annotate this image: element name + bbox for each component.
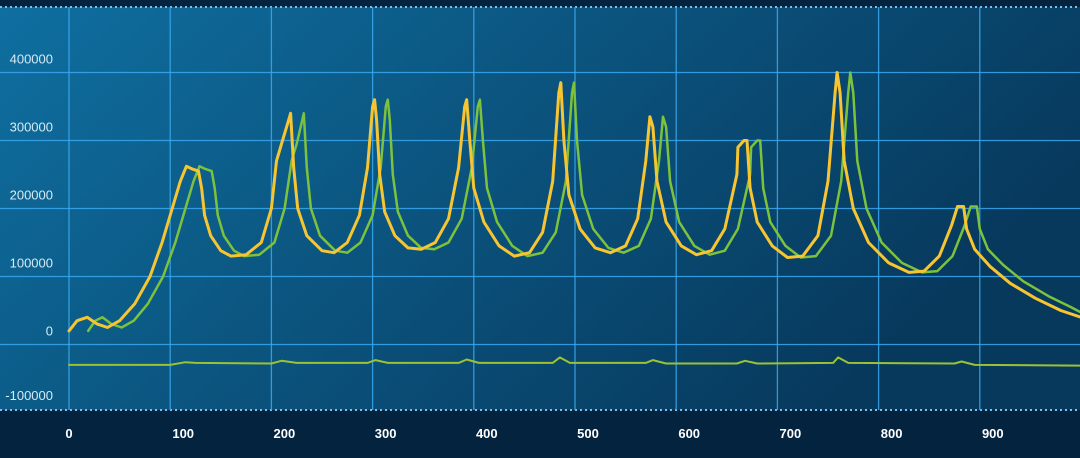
y-tick-label: 0 [46, 324, 53, 339]
x-tick-label: 400 [476, 426, 498, 441]
x-tick-label: 300 [375, 426, 397, 441]
series-line-2 [68, 356, 1080, 367]
grid [0, 7, 1080, 410]
y-tick-label: 400000 [10, 52, 53, 67]
series-line-1 [67, 71, 1080, 333]
x-tick-label: 0 [65, 426, 72, 441]
x-tick-label: 700 [780, 426, 802, 441]
y-tick-label: 200000 [10, 188, 53, 203]
x-axis: 0 100 200 300 400 500 600 700 800 900 [65, 426, 1003, 441]
y-tick-label: 100000 [10, 256, 53, 271]
x-tick-label: 500 [577, 426, 599, 441]
series-line-0 [86, 71, 1080, 333]
y-tick-label: 300000 [10, 120, 53, 135]
y-tick-label: -100000 [5, 388, 53, 403]
x-tick-label: 900 [982, 426, 1004, 441]
y-axis: 400000 300000 200000 100000 0 -100000 [5, 52, 53, 404]
series-lines [67, 71, 1080, 367]
x-tick-label: 800 [881, 426, 903, 441]
x-tick-label: 100 [172, 426, 194, 441]
x-tick-label: 600 [678, 426, 700, 441]
x-tick-label: 200 [274, 426, 296, 441]
